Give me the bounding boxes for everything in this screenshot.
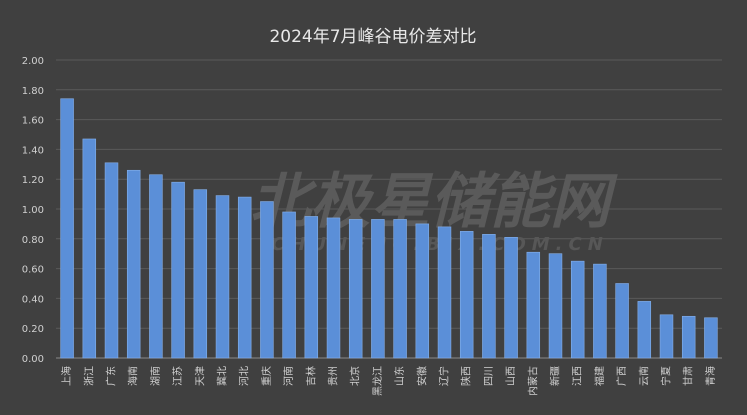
x-tick-label: 新疆 <box>549 366 562 386</box>
x-tick-label: 广西 <box>616 366 628 386</box>
bar <box>104 162 119 359</box>
y-tick-label: 1.40 <box>22 145 44 156</box>
bar <box>593 263 607 359</box>
x-tick-label: 江苏 <box>171 366 184 386</box>
bar <box>304 216 319 359</box>
x-tick-label: 云南 <box>637 366 650 386</box>
x-tick-label: 河南 <box>282 366 295 386</box>
bar <box>459 231 474 359</box>
x-tick-label: 湖南 <box>149 366 162 386</box>
x-tick-label: 福建 <box>593 366 606 386</box>
bar <box>704 317 718 359</box>
x-tick-label: 江西 <box>572 366 584 386</box>
y-tick-label: 2.00 <box>22 56 44 67</box>
bar <box>437 226 452 359</box>
y-tick-label: 0.00 <box>22 354 44 365</box>
bar <box>659 314 674 359</box>
y-tick-label: 1.20 <box>22 175 44 186</box>
x-tick-label: 甘肃 <box>682 366 695 386</box>
chart-title: 2024年7月峰谷电价差对比 <box>269 27 476 47</box>
x-tick-label: 河北 <box>239 366 251 386</box>
bar <box>504 237 518 359</box>
x-tick-label: 安徽 <box>415 366 428 386</box>
x-tick-label: 黑龙江 <box>371 366 384 396</box>
x-tick-label: 宁夏 <box>660 366 673 386</box>
x-tick-label: 四川 <box>484 366 495 386</box>
bar <box>215 195 230 359</box>
bar <box>570 260 585 359</box>
x-tick-label: 山东 <box>393 366 406 386</box>
bar <box>548 253 563 359</box>
x-tick-label: 冀北 <box>216 366 229 386</box>
bar <box>371 219 385 359</box>
x-tick-label: 陕西 <box>460 366 473 386</box>
bar <box>82 138 97 359</box>
bar <box>637 301 652 359</box>
bar <box>326 217 341 359</box>
bar <box>526 251 541 359</box>
x-tick-label: 重庆 <box>260 366 273 386</box>
bar <box>348 219 363 359</box>
x-tick-label: 内蒙古 <box>526 366 539 396</box>
bar <box>149 174 163 359</box>
x-tick-label: 贵州 <box>327 366 340 386</box>
x-tick-label: 青海 <box>704 366 717 386</box>
y-tick-label: 1.60 <box>22 116 44 127</box>
bar <box>282 211 296 359</box>
y-tick-label: 1.80 <box>22 86 44 97</box>
bar <box>393 219 407 359</box>
bar <box>171 181 185 359</box>
y-tick-label: 0.20 <box>22 324 44 335</box>
x-tick-label: 北京 <box>349 366 362 386</box>
y-tick-label: 0.40 <box>22 294 44 305</box>
x-tick-label: 海南 <box>127 366 140 386</box>
x-tick-label: 浙江 <box>83 366 95 386</box>
bar <box>482 234 496 359</box>
bar <box>681 315 696 359</box>
x-tick-label: 上海 <box>60 366 73 386</box>
bar <box>193 189 208 359</box>
bar <box>615 283 629 359</box>
bar <box>237 196 252 359</box>
bar <box>60 98 74 359</box>
bar <box>260 201 274 359</box>
x-tick-label: 山西 <box>505 366 517 386</box>
y-tick-label: 0.80 <box>22 235 44 246</box>
y-tick-label: 0.60 <box>22 265 44 276</box>
x-tick-label: 天津 <box>194 366 206 386</box>
bar <box>415 223 430 359</box>
bar <box>126 169 141 359</box>
x-tick-label: 吉林 <box>304 366 317 386</box>
x-tick-label: 辽宁 <box>438 366 451 386</box>
y-tick-label: 1.00 <box>22 205 44 216</box>
x-tick-label: 广东 <box>105 366 118 386</box>
